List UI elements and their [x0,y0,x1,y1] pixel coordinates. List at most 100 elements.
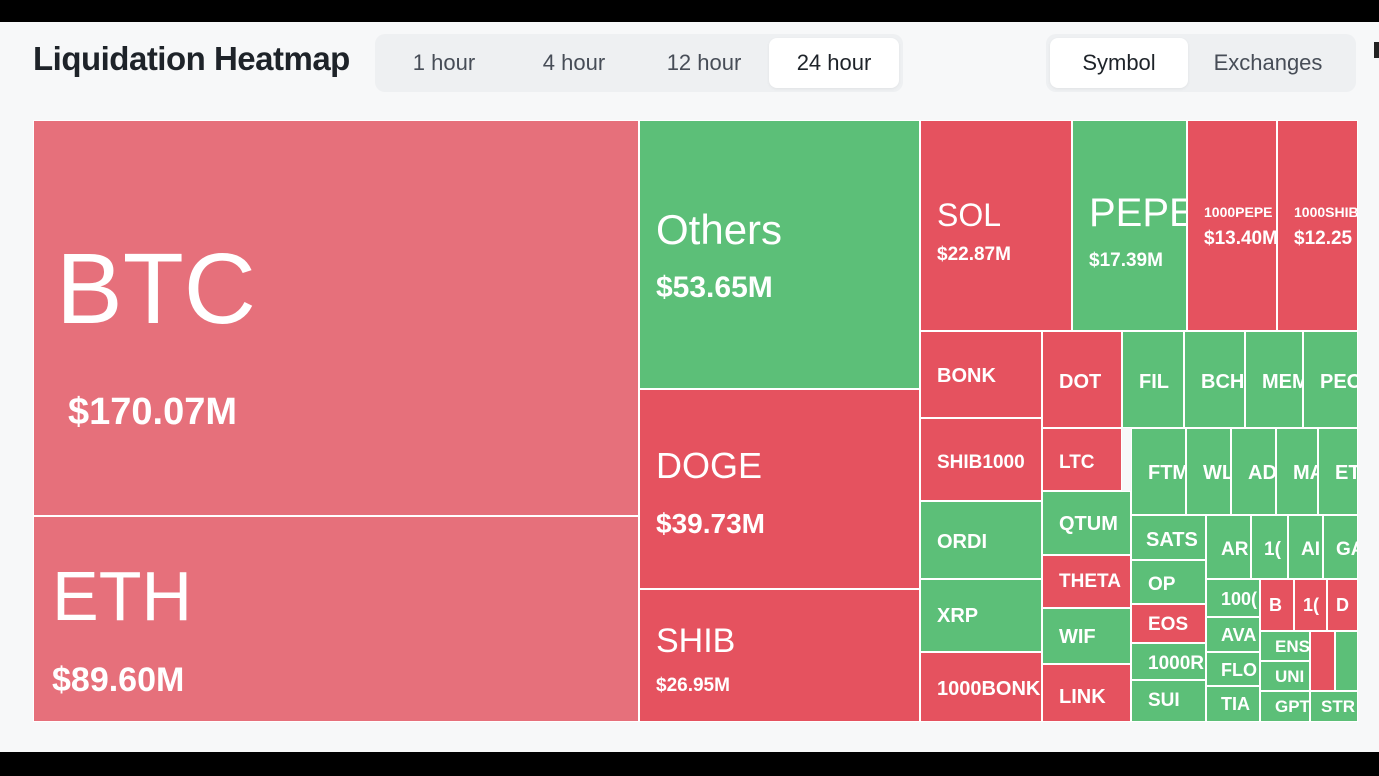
treemap-tile[interactable]: WIF [1042,608,1131,664]
treemap-tile[interactable]: AD [1231,428,1276,515]
tile-symbol: STR [1321,697,1355,716]
tile-value: $53.65M [656,271,773,304]
treemap-tile[interactable]: SUI [1131,680,1206,722]
treemap-tile[interactable]: STR [1310,691,1358,722]
tile-symbol: 1000R [1148,653,1204,674]
treemap-tile[interactable]: 1000PEPE $13.40M [1187,120,1277,331]
treemap-tile[interactable]: AI [1288,515,1323,579]
tile-symbol: DOT [1059,371,1102,393]
treemap-chart: BTC $170.07M ETH $89.60M Others $53.65M DOGE $3… [33,120,1358,722]
treemap-tile[interactable]: ETH $89.60M [33,516,639,722]
treemap-tile[interactable]: AR [1206,515,1251,579]
treemap-tile[interactable] [1310,631,1335,691]
tile-symbol: AR [1221,539,1249,560]
treemap-tile[interactable]: PEPE $17.39M [1072,120,1187,331]
treemap-tile[interactable]: ENS [1260,631,1310,661]
tile-symbol: TIA [1221,694,1250,714]
tile-symbol: BTC [56,233,256,345]
tile-symbol: ETH [52,557,192,635]
treemap-tile[interactable]: XRP [920,579,1042,652]
tile-symbol: UNI [1275,667,1305,686]
tab-12-hour[interactable]: 12 hour [666,50,742,75]
treemap-tile[interactable]: 1000SHIB $12.25 [1277,120,1358,331]
tab-symbol[interactable]: Symbol [1050,38,1188,88]
treemap-tile[interactable]: EOS [1131,604,1206,643]
tile-symbol: BONK [937,365,996,387]
tile-value: $89.60M [52,661,185,699]
tile-symbol: PEPE [1089,191,1187,235]
treemap-tile[interactable]: OP [1131,560,1206,604]
treemap-tile[interactable]: THETA [1042,555,1131,608]
tile-symbol: 1( [1264,539,1281,560]
treemap-tile[interactable]: PEO [1303,331,1358,428]
treemap-tile[interactable]: SHIB $26.95M [639,589,920,722]
treemap-tile[interactable]: MEM [1245,331,1303,428]
tile-symbol: FLO [1221,660,1257,680]
time-range-selector: 1 hour 4 hour 12 hour 24 hour [375,34,903,92]
tile-symbol: SHIB [656,622,736,660]
treemap-tile[interactable]: SOL $22.87M [920,120,1072,331]
tile-symbol: SATS [1146,529,1198,551]
treemap-tile[interactable]: 1000BONK [920,652,1042,722]
treemap-tile[interactable]: BONK [920,331,1042,418]
tile-symbol: ORDI [937,531,987,553]
treemap-tile[interactable]: 1000R [1131,643,1206,680]
treemap-tile[interactable]: SATS [1131,515,1206,560]
treemap-tile[interactable]: BTC $170.07M [33,120,639,516]
treemap-tile[interactable]: 1( [1294,579,1327,631]
tile-value: $17.39M [1089,250,1163,271]
treemap-tile[interactable]: DOT [1042,331,1122,428]
tile-symbol: FTM [1148,462,1186,484]
treemap-tile[interactable]: DOGE $39.73M [639,389,920,589]
treemap-tile[interactable]: 100( [1206,579,1260,617]
tile-value: $39.73M [656,508,765,539]
treemap-tile[interactable]: GPT [1260,691,1310,722]
tab-24-hour[interactable]: 24 hour [769,38,899,88]
treemap-tile[interactable]: D [1327,579,1358,631]
tile-symbol: PEO [1320,371,1357,393]
treemap-tile[interactable]: FLO [1206,652,1260,686]
tile-symbol: THETA [1059,571,1121,592]
tile-symbol: SUI [1148,690,1180,711]
treemap-tile[interactable]: 1( [1251,515,1288,579]
tab-exchanges[interactable]: Exchanges [1213,50,1323,75]
tile-symbol: FIL [1139,371,1169,393]
treemap-tile[interactable]: AVA [1206,617,1260,652]
treemap-tile[interactable]: LTC [1042,428,1122,491]
treemap-tile[interactable]: ORDI [920,501,1042,579]
treemap-tile[interactable] [1335,631,1358,691]
tile-symbol: Others [656,206,783,253]
tile-symbol: MEM [1262,371,1302,393]
treemap-tile[interactable]: SHIB1000 [920,418,1042,501]
tile-symbol: DOGE [656,445,763,486]
treemap-tile[interactable]: ET [1318,428,1358,515]
treemap-tile[interactable]: Others $53.65M [639,120,920,389]
tile-symbol: ENS [1275,637,1310,656]
tile-symbol: SHIB1000 [937,452,1025,473]
tile-symbol: 1000PEPE [1204,204,1273,220]
tile-symbol: GA [1336,539,1357,560]
treemap-tile[interactable]: UNI [1260,661,1310,691]
treemap-tile[interactable]: B [1260,579,1294,631]
treemap-tile[interactable]: MA [1276,428,1318,515]
tile-symbol: OP [1148,574,1176,595]
treemap-tile[interactable]: LINK [1042,664,1131,722]
treemap-tile[interactable]: BCH [1184,331,1245,428]
tile-symbol: LINK [1059,686,1106,708]
tile-symbol: EOS [1148,614,1189,635]
treemap-tile[interactable]: GA [1323,515,1358,579]
tile-symbol: WL [1203,462,1231,484]
view-mode-selector: Symbol Exchanges [1046,34,1356,92]
tile-value: $26.95M [656,675,730,696]
tab-1-hour[interactable]: 1 hour [412,50,476,75]
edge-marker [1374,42,1379,58]
tile-symbol: MA [1293,462,1317,484]
treemap-tile[interactable]: QTUM [1042,491,1131,555]
treemap-tile[interactable]: WL [1186,428,1231,515]
treemap-tile[interactable]: TIA [1206,686,1260,722]
treemap-tile[interactable]: FIL [1122,331,1184,428]
tile-symbol: XRP [937,605,979,627]
tile-symbol: SOL [937,197,1002,233]
treemap-tile[interactable]: FTM [1131,428,1186,515]
tab-4-hour[interactable]: 4 hour [542,50,606,75]
